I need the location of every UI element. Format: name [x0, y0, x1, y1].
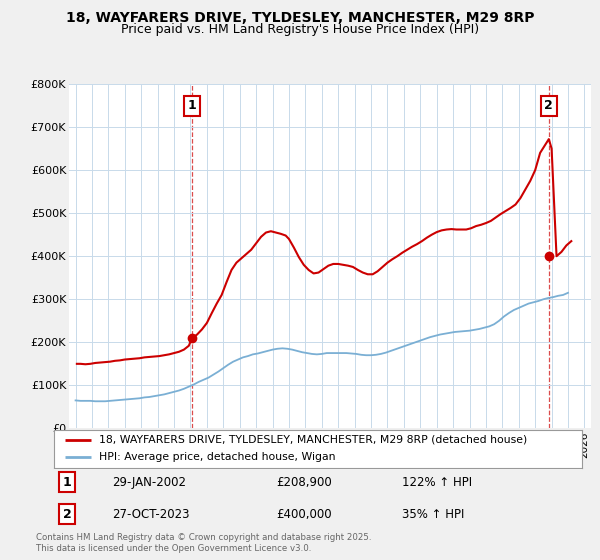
Text: 1: 1	[63, 475, 71, 488]
Text: 2: 2	[544, 99, 553, 112]
Text: Contains HM Land Registry data © Crown copyright and database right 2025.
This d: Contains HM Land Registry data © Crown c…	[36, 533, 371, 553]
Text: £400,000: £400,000	[276, 507, 331, 521]
Text: 2: 2	[63, 507, 71, 521]
Text: 18, WAYFARERS DRIVE, TYLDESLEY, MANCHESTER, M29 8RP (detached house): 18, WAYFARERS DRIVE, TYLDESLEY, MANCHEST…	[99, 435, 527, 445]
Text: HPI: Average price, detached house, Wigan: HPI: Average price, detached house, Wiga…	[99, 452, 335, 463]
Text: Price paid vs. HM Land Registry's House Price Index (HPI): Price paid vs. HM Land Registry's House …	[121, 23, 479, 36]
Text: 29-JAN-2002: 29-JAN-2002	[112, 475, 186, 488]
Text: 122% ↑ HPI: 122% ↑ HPI	[403, 475, 473, 488]
Text: 27-OCT-2023: 27-OCT-2023	[112, 507, 190, 521]
Text: 35% ↑ HPI: 35% ↑ HPI	[403, 507, 465, 521]
Text: 18, WAYFARERS DRIVE, TYLDESLEY, MANCHESTER, M29 8RP: 18, WAYFARERS DRIVE, TYLDESLEY, MANCHEST…	[66, 11, 534, 25]
Text: 1: 1	[187, 99, 196, 112]
Text: £208,900: £208,900	[276, 475, 332, 488]
